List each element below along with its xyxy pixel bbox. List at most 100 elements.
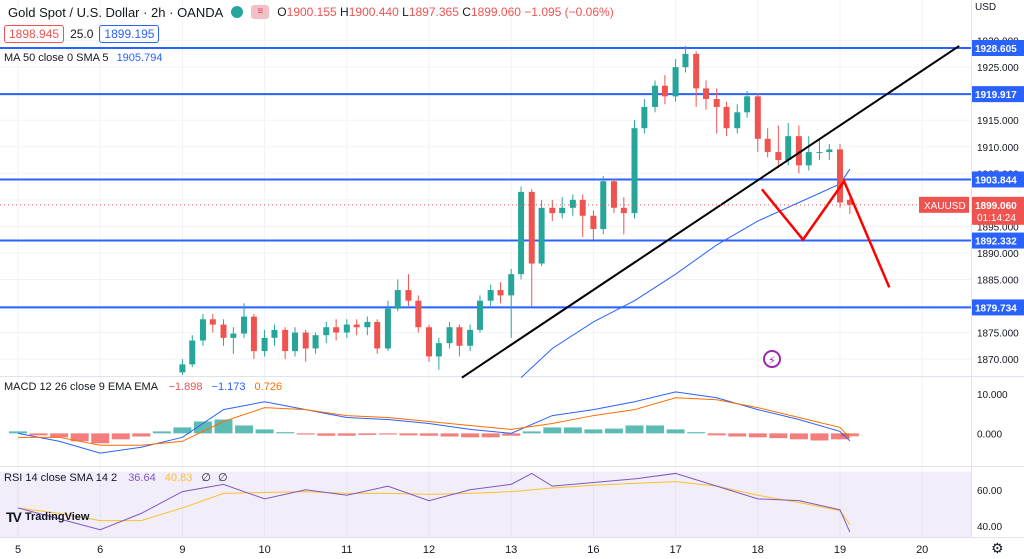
macd-signal-line (18, 397, 851, 446)
candle-down (579, 199, 586, 216)
gear-icon[interactable]: ⚙ (991, 540, 1004, 556)
candle-up (476, 300, 483, 330)
time-tick-label: 6 (97, 544, 103, 556)
candle-up (682, 53, 689, 68)
candle-up (826, 149, 833, 153)
lightning-icon[interactable]: ⚡ (763, 350, 781, 368)
candle-up (600, 181, 607, 230)
candle-up (343, 324, 350, 333)
macd-histogram-bar (563, 427, 582, 434)
last-price-label: 1899.060 (975, 201, 1017, 212)
macd-histogram-bar (481, 433, 500, 438)
level-price-tag (972, 171, 1024, 188)
ma-value: 1905.794 (116, 52, 163, 64)
time-tick-label: 18 (752, 544, 764, 556)
candle-up (467, 329, 474, 346)
macd-histogram-bar (29, 433, 48, 436)
ma-50-path (520, 168, 851, 379)
candle-down (426, 327, 432, 357)
rsi-tick-label: 60.00 (977, 486, 1002, 497)
macd-histogram-bar (235, 425, 254, 434)
macd-pane: 10.000 0.000 (9, 390, 1008, 454)
macd-histogram-bar (91, 433, 110, 444)
macd-histogram-bar (840, 433, 859, 437)
candle-up (241, 316, 248, 334)
level-price-tag (972, 232, 1024, 249)
macd-histogram-bar (255, 429, 274, 434)
macd-histogram-bar (276, 432, 295, 434)
ma-50-line (520, 168, 851, 379)
macd-legend[interactable]: MACD 12 26 close 9 EMA EMA −1.898 −1.173… (4, 381, 283, 393)
trend-line[interactable] (461, 45, 960, 379)
sell-price-button[interactable]: 1898.945 (4, 25, 65, 43)
macd-histogram-bar (70, 433, 89, 442)
macd-histogram-bar (214, 419, 233, 434)
candle-down (302, 332, 309, 349)
candle-down (837, 149, 843, 203)
time-axis[interactable]: 5 6 9 10 11 12 13 16 17 18 19 20 (15, 544, 928, 556)
candle-down (282, 329, 289, 352)
last-price-tag (972, 196, 1024, 225)
macd-histogram-bar (831, 433, 849, 440)
market-open-icon (231, 6, 244, 18)
order-buttons: 1898.945 25.0 1899.195 (4, 25, 160, 43)
candle-up (230, 333, 237, 338)
candle-down (374, 321, 381, 349)
alert-icon[interactable]: ≡ (251, 5, 270, 19)
price-tick-label: 1915.000 (977, 116, 1019, 127)
candle-down (353, 324, 360, 328)
symbol-title[interactable]: Gold Spot / U.S. Dollar · 2h · OANDA (8, 4, 224, 20)
countdown-label: 01:14:24 (977, 213, 1016, 224)
candle-up (744, 96, 751, 113)
macd-histogram-bar (461, 433, 480, 438)
tradingview-logo[interactable]: TV TradingView (6, 509, 90, 525)
candle-down (620, 207, 627, 214)
macd-histogram-bar (420, 433, 438, 436)
candle-down (590, 215, 597, 230)
level-price-tag (972, 86, 1024, 103)
candle-down (713, 99, 720, 107)
time-tick-label: 16 (587, 544, 599, 556)
candle-up (384, 308, 391, 349)
rsi-line (17, 472, 851, 533)
macd-histogram-bar (399, 433, 418, 436)
candle-down (846, 199, 853, 205)
candle-up (538, 207, 545, 264)
price-axis[interactable]: 1870.0001875.0001880.0001885.0001890.000… (919, 37, 1024, 366)
macd-histogram-bar (666, 429, 685, 434)
macd-histogram-bar (296, 433, 315, 435)
forecast-path[interactable] (760, 178, 891, 288)
candle-down (250, 316, 257, 352)
candle-up (816, 152, 823, 154)
macd-histogram-bar (769, 433, 788, 439)
buy-price-button[interactable]: 1899.195 (99, 25, 160, 43)
ma-legend[interactable]: MA 50 close 0 SMA 5 1905.794 (4, 52, 163, 64)
macd-histogram-bar (625, 425, 644, 434)
level-price-label: 1892.332 (975, 237, 1017, 248)
level-price-label: 1879.734 (975, 303, 1017, 314)
candle-up (199, 319, 206, 341)
rsi-pane: 60.00 40.00 (0, 471, 1002, 537)
horizontal-levels[interactable] (0, 47, 971, 309)
macd-histogram-bar (748, 433, 767, 438)
candle-up (189, 340, 196, 365)
price-tick-label: 1895.000 (977, 222, 1019, 233)
symbol-tag (919, 196, 969, 213)
chart-header: Gold Spot / U.S. Dollar · 2h · OANDA ≡ O… (8, 3, 614, 21)
macd-histogram-bar (440, 433, 459, 437)
time-tick-label: 13 (505, 544, 517, 556)
candle-down (795, 136, 802, 166)
time-tick-label: 19 (834, 544, 846, 556)
macd-histogram-bar (789, 433, 808, 440)
currency-label[interactable]: USD (975, 2, 997, 13)
candle-down (703, 88, 710, 99)
time-tick-label: 10 (258, 544, 270, 556)
candle-up (785, 136, 792, 161)
candle-up (446, 327, 453, 344)
candle-down (415, 300, 422, 328)
candle-up (518, 191, 525, 275)
macd-histogram-bar (584, 429, 603, 434)
candle-up (292, 332, 299, 352)
rsi-legend[interactable]: RSI 14 close SMA 14 2 36.64 40.83 ∅ ∅ (4, 472, 228, 484)
